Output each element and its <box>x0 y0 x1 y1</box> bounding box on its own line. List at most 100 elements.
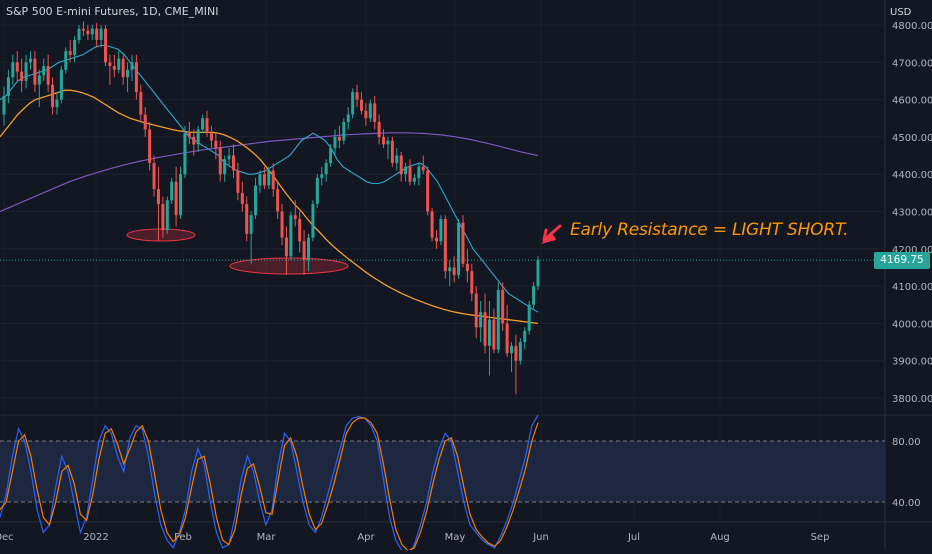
candle-body <box>223 159 227 175</box>
candle-body <box>99 28 103 40</box>
candle-body <box>81 28 85 31</box>
ma-mid-line <box>0 89 539 325</box>
candle-body <box>68 51 72 55</box>
candle-body <box>77 28 81 40</box>
candle-body <box>474 293 478 328</box>
candle-body <box>196 129 200 145</box>
candle-body <box>452 267 456 275</box>
candle-body <box>408 166 412 182</box>
candle-body <box>324 163 328 175</box>
time-axis-label: Feb <box>174 532 192 543</box>
time-axis-label: Mar <box>257 532 277 543</box>
candle-body <box>245 204 249 234</box>
candle-body <box>209 133 213 141</box>
candle-body <box>254 185 258 216</box>
annotation-arrow-head <box>541 232 556 244</box>
candle-body <box>342 121 346 141</box>
candle-body <box>73 39 77 55</box>
candle-body <box>165 200 169 231</box>
candle-body <box>161 204 165 231</box>
candle-body <box>395 155 399 164</box>
time-axis-label: Dec <box>0 532 14 543</box>
candle-body <box>404 166 408 175</box>
candle-body <box>298 218 302 242</box>
candle-body <box>505 323 509 354</box>
price-tick-label: 4500.00 <box>892 133 932 144</box>
candle-body <box>276 189 280 212</box>
currency-label: USD <box>890 7 912 18</box>
candle-body <box>64 51 68 70</box>
price-tick-label: 4000.00 <box>892 319 932 330</box>
candle-body <box>214 140 218 149</box>
candle-body <box>448 267 452 272</box>
candle-body <box>218 148 222 175</box>
candle-body <box>412 177 416 182</box>
candle-body <box>311 204 315 238</box>
candle-body <box>351 92 355 115</box>
candle-body <box>249 215 253 234</box>
candle-body <box>465 263 469 272</box>
candle-body <box>355 92 359 100</box>
candle-body <box>55 99 59 108</box>
candle-body <box>346 114 350 122</box>
ma-slow-line <box>0 132 539 213</box>
time-axis-label: Sep <box>811 532 830 543</box>
candle-body <box>337 136 341 141</box>
time-axis-label: Jul <box>627 532 640 543</box>
candle-body <box>156 189 160 205</box>
candle-body <box>280 211 284 238</box>
time-axis-label: May <box>445 532 466 543</box>
candle-body <box>377 121 381 137</box>
candle-body <box>532 286 536 305</box>
candle-body <box>479 312 483 328</box>
candle-body <box>148 129 152 164</box>
candle-body <box>240 192 244 205</box>
price-tick-label: 3800.00 <box>892 394 932 405</box>
candle-body <box>271 170 275 190</box>
candle-body <box>258 174 262 186</box>
candle-body <box>293 215 297 219</box>
candle-body <box>46 66 50 85</box>
time-axis-label: Apr <box>357 532 375 543</box>
price-tick-label: 4600.00 <box>892 96 932 107</box>
candle-body <box>443 218 447 272</box>
candle-body <box>302 241 306 260</box>
candle-body <box>359 99 363 111</box>
candle-body <box>117 58 121 70</box>
candle-body <box>527 304 531 331</box>
price-tick-label: 4700.00 <box>892 58 932 69</box>
time-axis-label: 2022 <box>83 532 108 543</box>
price-tick-label: 4400.00 <box>892 170 932 181</box>
candle-body <box>368 103 372 119</box>
candle-body <box>487 319 491 346</box>
candle-body <box>126 69 130 78</box>
candle-body <box>417 166 421 178</box>
candle-body <box>179 174 183 216</box>
price-tick-label: 4100.00 <box>892 282 932 293</box>
candle-body <box>470 271 474 294</box>
stoch-d-line <box>0 417 539 552</box>
candle-body <box>86 30 90 35</box>
candle-body <box>192 136 196 145</box>
candle-body <box>382 136 386 145</box>
candle-body <box>390 140 394 164</box>
candle-body <box>289 215 293 257</box>
candle-body <box>121 58 125 78</box>
candle-body <box>373 103 377 122</box>
candle-body <box>90 28 94 35</box>
candle-body <box>33 58 37 85</box>
candle-body <box>227 155 231 160</box>
candle-body <box>267 170 271 186</box>
candle-body <box>426 170 430 212</box>
candle-body <box>42 66 46 76</box>
oscillator-tick-label: 80.00 <box>892 437 921 448</box>
annotation-text: Early Resistance = LIGHT SHORT. <box>570 220 849 240</box>
candle-body <box>231 155 235 171</box>
candle-body <box>24 62 28 81</box>
candle-body <box>108 62 112 67</box>
candle-body <box>59 69 63 100</box>
candle-body <box>37 75 41 85</box>
candle-body <box>518 342 522 361</box>
